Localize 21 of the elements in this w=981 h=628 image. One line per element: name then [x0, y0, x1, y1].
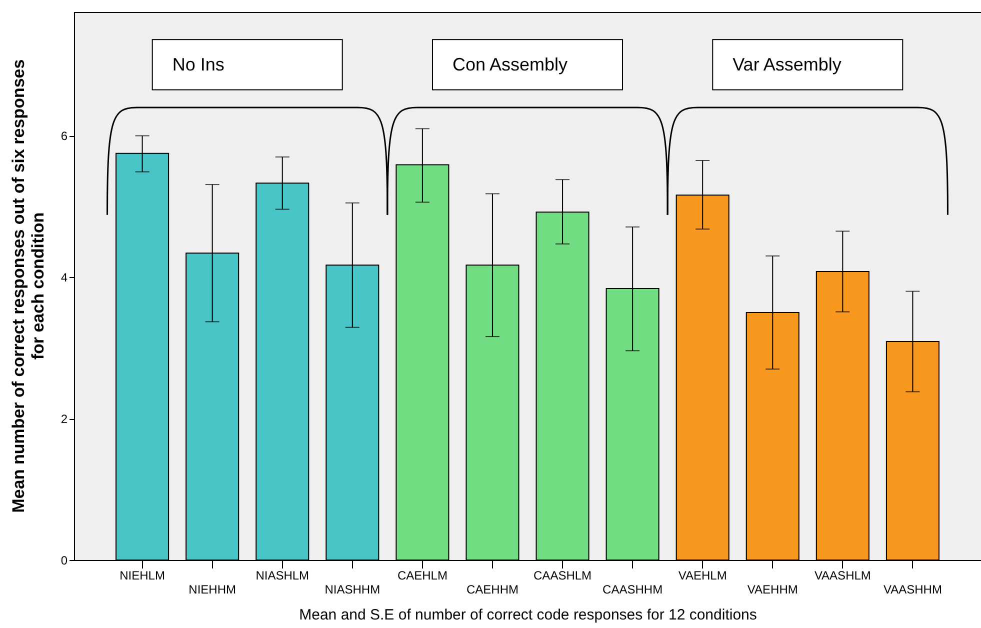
y-axis-title: Mean number of correct responses out of six responses for each condition: [9, 59, 48, 513]
x-tick-label: NIEHHM: [188, 582, 236, 596]
annotation: Var Assembly: [732, 54, 842, 75]
y-tick-label: 2: [60, 412, 68, 426]
annotation: Con Assembly: [452, 54, 568, 75]
x-tick-label: VAEHHM: [747, 582, 798, 596]
x-tick-label: CAASHHM: [602, 582, 663, 596]
annotation: No Ins: [172, 54, 224, 75]
x-tick-label: NIASHLM: [256, 568, 310, 582]
x-tick-label: CAEHLM: [397, 568, 448, 582]
x-axis-title: Mean and S.E of number of correct code responses for 12 conditions: [299, 606, 757, 624]
x-tick-label: VAEHLM: [678, 568, 727, 582]
y-tick-label: 0: [60, 554, 68, 568]
x-tick-label: VAASHLM: [814, 568, 871, 582]
y-tick-label: 6: [60, 129, 68, 144]
x-tick-label: VAASHHM: [883, 582, 942, 596]
x-tick-label: CAASHLM: [534, 568, 592, 582]
x-tick-label: NIEHLM: [120, 568, 165, 582]
x-tick-label: NIASHHM: [324, 582, 380, 596]
x-tick-label: CAEHHM: [466, 582, 518, 596]
y-tick-label: 4: [60, 270, 68, 285]
